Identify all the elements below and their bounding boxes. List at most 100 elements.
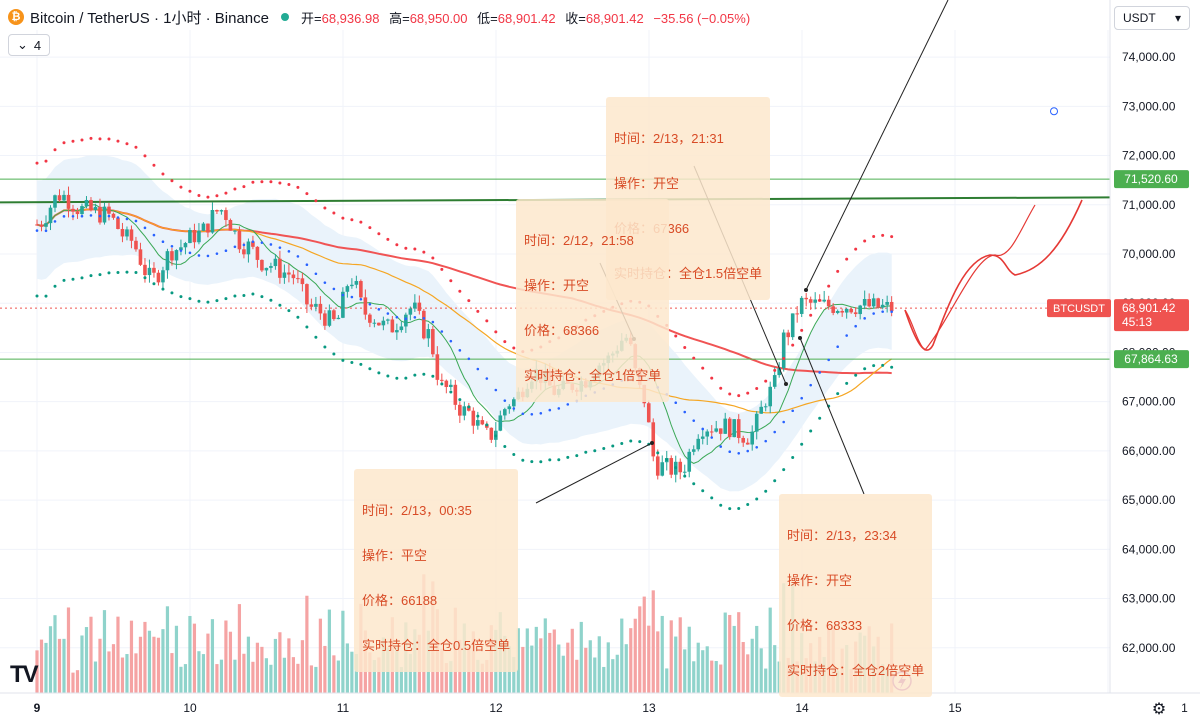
lower-dot: [548, 458, 552, 462]
lower-dot: [395, 376, 399, 380]
currency-select[interactable]: USDT ▾: [1114, 6, 1190, 30]
candle-body: [80, 206, 84, 215]
mid-dot: [233, 245, 237, 249]
close-label: 收: [565, 10, 579, 26]
volume-bar: [66, 607, 71, 693]
lower-dot: [341, 358, 345, 362]
mid-dot: [413, 316, 417, 319]
candle-body: [781, 332, 786, 369]
price-tick-label: 66,000.00: [1122, 444, 1176, 458]
volume-bar: [602, 666, 606, 693]
candle-body: [853, 312, 858, 315]
candle: [44, 215, 48, 233]
volume-bar: [75, 670, 80, 693]
candle: [435, 346, 440, 386]
candle: [709, 425, 714, 438]
mid-dot: [350, 295, 354, 299]
candle-body: [777, 368, 782, 376]
candle: [507, 404, 512, 414]
candle-body: [422, 310, 426, 339]
candle: [462, 401, 467, 421]
candle: [431, 325, 435, 358]
indicators-toggle[interactable]: ⌄ 4: [8, 34, 51, 56]
last-price-label: 68,901.42: [1122, 301, 1176, 315]
annotation-line: 操作：开空: [787, 573, 853, 588]
annotation-line: 操作：平空: [362, 548, 428, 563]
candle-body: [813, 299, 817, 303]
candle-body: [723, 418, 728, 434]
lower-dot: [53, 284, 57, 288]
volume-bar: [291, 657, 295, 693]
candle-body: [300, 278, 305, 285]
lower-dot: [719, 503, 723, 507]
candle-body: [772, 375, 777, 387]
candle-body: [799, 297, 804, 314]
candle-body: [417, 302, 422, 311]
volume-bar: [773, 645, 777, 693]
candle-body: [273, 258, 278, 267]
mid-dot: [332, 287, 336, 291]
time-tick-label: 11: [337, 701, 350, 715]
candle-body: [754, 413, 759, 432]
candle: [381, 316, 386, 331]
candle-body: [192, 230, 197, 243]
mid-dot: [683, 410, 687, 414]
mid-dot: [737, 451, 741, 455]
mid-dot: [800, 396, 803, 400]
upper-dot: [350, 218, 354, 222]
lower-dot: [80, 276, 84, 280]
volume-bar: [620, 618, 624, 693]
candle: [62, 190, 66, 203]
low-value: 68,901.42: [497, 10, 556, 26]
candle-body: [435, 354, 440, 380]
candle-body: [188, 230, 192, 244]
volume-bar: [71, 672, 75, 693]
candle: [885, 295, 889, 313]
volume-bar: [152, 636, 156, 693]
candle-body: [75, 211, 80, 215]
candle-body: [62, 194, 66, 201]
time-tick-label: 9: [34, 701, 41, 715]
upper-dot: [71, 139, 75, 143]
price-axis-bg: [1110, 0, 1200, 693]
volume-bar: [98, 638, 102, 693]
candle-body: [107, 206, 111, 214]
volume-bar: [210, 619, 215, 693]
candle-body: [125, 229, 129, 237]
upper-dot: [152, 163, 156, 167]
annotation-4: 时间：2/13，23:34 操作：开空 价格：68333 实时持仓：全仓2倍空单: [779, 494, 933, 697]
candle-body: [372, 322, 377, 324]
candle-body: [840, 311, 844, 313]
volume-bar: [287, 638, 291, 693]
upper-dot: [854, 247, 858, 251]
volume-bar: [368, 652, 372, 693]
volume-bar: [246, 636, 251, 693]
annotation-line: 时间：2/13，00:35: [362, 503, 472, 518]
mid-dot: [125, 217, 129, 221]
volume-bar: [219, 659, 224, 693]
volume-bar: [687, 626, 691, 693]
volume-bar: [516, 628, 520, 693]
annotation-point: [650, 441, 654, 445]
lower-dot: [845, 381, 849, 385]
tradingview-logo[interactable]: TV: [10, 661, 39, 688]
candle: [273, 254, 278, 270]
volume-bar: [476, 659, 480, 693]
mid-dot: [278, 246, 282, 249]
symbol-title[interactable]: Bitcoin / TetherUS · 1小时 · Binance: [30, 9, 269, 27]
candle: [849, 308, 853, 314]
candle-body: [143, 264, 147, 276]
candle: [48, 205, 53, 231]
upper-dot: [701, 366, 705, 370]
lower-dot: [98, 273, 102, 277]
candle-body: [705, 431, 710, 437]
gear-icon[interactable]: ⚙: [1151, 701, 1167, 718]
upper-dot: [197, 193, 201, 197]
candle-body: [291, 274, 296, 279]
candle: [291, 270, 296, 285]
open-value: 68,936.98: [321, 10, 380, 26]
lower-dot: [260, 295, 264, 299]
indicators-count: 4: [33, 37, 42, 53]
annotation-line: 价格：68366: [524, 323, 600, 338]
